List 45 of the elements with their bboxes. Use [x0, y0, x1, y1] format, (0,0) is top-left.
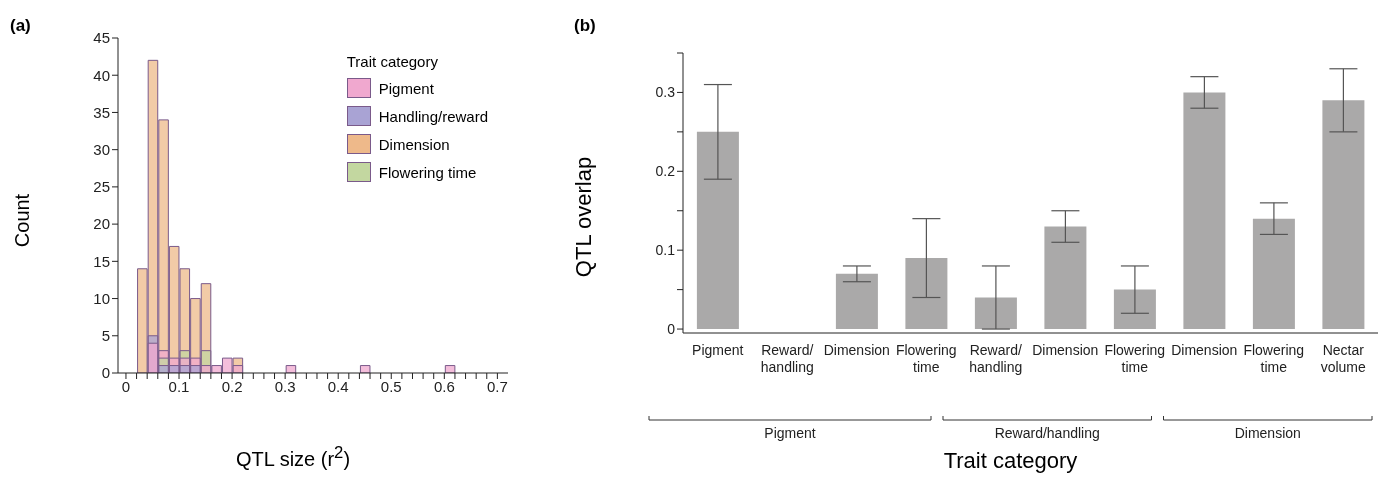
legend-label: Flowering time — [378, 163, 477, 181]
y-axis-title: Count — [10, 192, 34, 249]
x-axis-title: QTL size (r$^{2}$) — [234, 443, 352, 471]
y-tick-label: 30 — [93, 140, 110, 158]
x-tick-label: Nectar volume — [1320, 342, 1367, 375]
x-tick-label: Reward/ handling — [969, 342, 1023, 375]
legend-label: Handling/reward — [378, 107, 488, 125]
y-tick-label: 0.1 — [655, 242, 676, 259]
x-tick-label: Flowering time — [895, 342, 957, 375]
y-tick-label: 20 — [93, 215, 110, 233]
text: Reward/handling — [994, 425, 1100, 441]
y-tick-label: 25 — [93, 178, 110, 196]
y-tick-label: 35 — [93, 103, 110, 121]
x-axis-title: Trait category — [942, 448, 1079, 474]
chart-title: (a) — [10, 16, 31, 36]
y-tick-label: 0 — [667, 321, 676, 338]
legend-label: Pigment — [378, 79, 434, 97]
text: Pigment — [764, 425, 816, 441]
legend-label: Dimension — [378, 135, 450, 153]
x-tick-label: Dimension — [1032, 342, 1099, 358]
x-tick-label: 0.7 — [486, 377, 508, 395]
x-tick-label: 0.3 — [274, 377, 296, 395]
x-tick-label: 0.1 — [168, 377, 190, 395]
y-tick-label: 45 — [93, 29, 110, 47]
y-axis-title: QTL overlap — [571, 155, 597, 279]
x-tick-label: Flowering time — [1104, 342, 1166, 375]
x-tick-label: Reward/ handling — [760, 342, 814, 375]
y-tick-label: 10 — [93, 289, 110, 307]
text: Dimension — [1234, 425, 1301, 441]
x-tick-label: 0.2 — [221, 377, 243, 395]
y-tick-label: 5 — [101, 327, 110, 345]
x-tick-label: Flowering time — [1243, 342, 1305, 375]
x-tick-label: 0 — [121, 377, 131, 395]
y-tick-label: 0.2 — [655, 163, 676, 180]
y-tick-label: 15 — [93, 252, 110, 270]
x-tick-label: 0.6 — [433, 377, 455, 395]
y-tick-label: 0.3 — [655, 84, 676, 101]
x-tick-label: Pigment — [692, 342, 744, 358]
y-tick-label: 40 — [93, 66, 110, 84]
x-tick-label: 0.5 — [380, 377, 402, 395]
legend-title: Trait category — [346, 53, 439, 70]
x-tick-label: 0.4 — [327, 377, 349, 395]
x-tick-label: Dimension — [823, 342, 890, 358]
chart-title: (b) — [574, 16, 596, 36]
x-tick-label: Dimension — [1171, 342, 1238, 358]
